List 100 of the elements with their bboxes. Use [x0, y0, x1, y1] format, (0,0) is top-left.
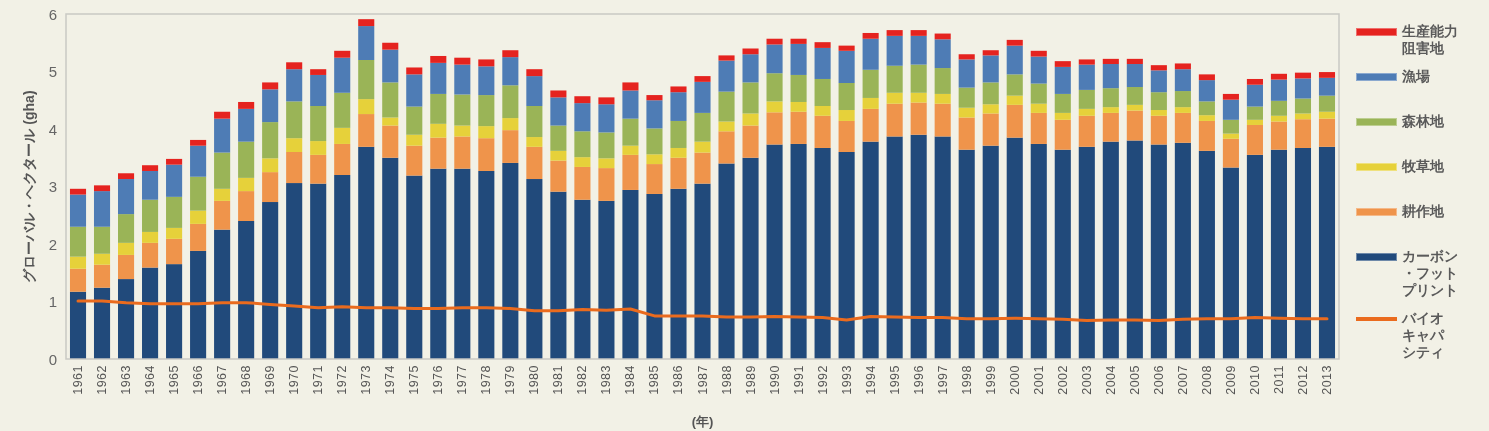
bar — [694, 76, 711, 82]
bar — [598, 168, 615, 201]
x-tick-label: 1973 — [359, 365, 374, 395]
bar — [406, 175, 423, 359]
bar — [1030, 50, 1047, 57]
bar — [862, 108, 879, 142]
x-tick-label: 1979 — [503, 365, 518, 395]
x-tick-label: 1980 — [527, 365, 542, 395]
bar — [382, 42, 399, 50]
bar — [886, 35, 903, 66]
bar — [262, 122, 279, 159]
bar — [1246, 154, 1263, 359]
bar — [166, 196, 183, 228]
bar — [406, 74, 423, 107]
bar — [214, 200, 231, 230]
bar — [934, 68, 951, 94]
bar — [1222, 99, 1239, 120]
bar — [982, 50, 999, 56]
bar — [238, 221, 255, 359]
bar — [958, 87, 975, 108]
bar — [478, 126, 495, 139]
bar — [790, 143, 807, 359]
bar — [262, 82, 279, 90]
bar — [1198, 101, 1215, 116]
bar — [1174, 69, 1191, 92]
bar — [478, 138, 495, 171]
bar — [838, 152, 855, 359]
bar — [1126, 87, 1143, 105]
bar — [958, 54, 975, 60]
bar — [862, 69, 879, 98]
legend-label: バイオキャパシティ — [1402, 310, 1446, 361]
bar — [838, 45, 855, 51]
bar — [286, 62, 303, 70]
bar — [694, 81, 711, 113]
bar — [1078, 89, 1095, 109]
bar — [718, 55, 735, 61]
bar — [334, 92, 351, 128]
bar — [1150, 92, 1167, 111]
bar — [1222, 93, 1239, 100]
bar — [766, 73, 783, 102]
x-tick-label: 1981 — [551, 365, 566, 395]
bar — [1102, 141, 1119, 359]
bar — [1006, 137, 1023, 359]
bar — [1126, 104, 1143, 111]
x-tick-label: 1974 — [383, 365, 398, 395]
bar — [958, 59, 975, 88]
x-tick-label: 2001 — [1031, 365, 1046, 395]
bar — [454, 125, 471, 137]
bar — [694, 183, 711, 359]
bar — [1030, 103, 1047, 113]
bar — [262, 202, 279, 359]
x-tick-label: 1967 — [215, 365, 230, 395]
bar — [646, 154, 663, 165]
bar — [238, 141, 255, 178]
y-tick-label: 4 — [48, 120, 57, 138]
x-tick-label: 2009 — [1223, 365, 1238, 395]
bar — [1270, 73, 1287, 80]
x-tick-label: 2011 — [1271, 365, 1286, 394]
bar — [1078, 146, 1095, 359]
bar — [1150, 65, 1167, 71]
bar — [1078, 108, 1095, 116]
bar — [358, 26, 375, 60]
bar — [718, 163, 735, 359]
bar — [622, 90, 639, 119]
bar — [766, 101, 783, 113]
bar — [1294, 147, 1312, 359]
x-axis-title: (年) — [691, 413, 714, 429]
bar — [1246, 124, 1263, 155]
bar — [622, 189, 639, 359]
bar — [286, 138, 303, 152]
bar — [742, 48, 759, 55]
bar — [646, 193, 663, 359]
x-tick-label: 1972 — [335, 365, 350, 395]
bar — [310, 69, 327, 75]
bar — [1006, 39, 1023, 46]
bar — [814, 115, 831, 148]
bar — [886, 65, 903, 93]
bar — [1006, 45, 1023, 75]
x-tick-label: 2004 — [1103, 365, 1118, 395]
bar — [694, 141, 711, 153]
x-tick-label: 1963 — [119, 365, 134, 395]
bar — [310, 106, 327, 142]
bar — [166, 164, 183, 197]
x-tick-label: 1984 — [623, 365, 638, 395]
bar — [622, 82, 639, 91]
bar — [646, 128, 663, 155]
bar — [934, 103, 951, 137]
bar — [358, 60, 375, 100]
bar — [934, 136, 951, 359]
bar — [670, 188, 687, 359]
bar — [1246, 106, 1263, 120]
legend-label: 漁場 — [1402, 68, 1431, 85]
bar — [262, 89, 279, 123]
bar — [93, 185, 111, 192]
bar — [1150, 115, 1167, 145]
bar — [1222, 138, 1239, 168]
bar — [1102, 112, 1119, 142]
bar — [838, 120, 855, 152]
x-tick-label: 2013 — [1319, 365, 1334, 395]
bar — [862, 38, 879, 70]
